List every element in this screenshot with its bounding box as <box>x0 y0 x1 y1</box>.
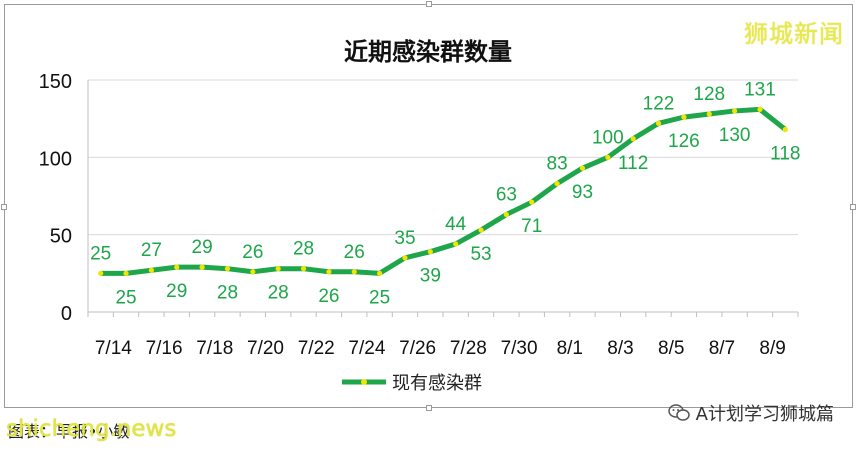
data-label: 118 <box>770 143 800 164</box>
data-point <box>377 270 383 276</box>
chart-title: 近期感染群数量 <box>344 38 512 66</box>
data-label: 39 <box>420 266 441 287</box>
data-point <box>224 266 231 272</box>
data-label: 28 <box>268 283 289 304</box>
data-point <box>782 126 788 133</box>
x-tick-label: 7/24 <box>348 338 385 359</box>
data-label: 28 <box>217 283 238 304</box>
data-label: 112 <box>618 153 648 174</box>
y-tick-label: 150 <box>39 71 72 93</box>
data-point <box>326 269 332 275</box>
data-point <box>351 269 357 275</box>
data-point <box>250 269 256 275</box>
series-line <box>100 106 787 276</box>
data-label: 44 <box>445 214 467 235</box>
data-point <box>503 211 509 218</box>
series-layer <box>98 106 788 276</box>
wechat-account: A计划学习狮城篇 <box>667 400 834 426</box>
chart-credit: 图表：早报•小敏 <box>8 422 130 441</box>
data-label: 25 <box>90 243 111 264</box>
resize-handle-top[interactable] <box>426 1 432 7</box>
x-axis: 7/14 7/16 7/18 7/20 7/22 7/24 7/26 7/28 7/30 8/1 8… <box>87 311 799 359</box>
data-label: 29 <box>192 237 213 258</box>
data-point <box>732 108 738 114</box>
data-point <box>123 270 129 276</box>
data-label: 26 <box>242 242 263 263</box>
data-label: 63 <box>496 185 517 206</box>
data-label: 128 <box>693 84 725 105</box>
wechat-account-name: A计划学习狮城篇 <box>695 404 834 425</box>
y-tick-label: 0 <box>61 303 72 325</box>
legend: 现有感染群 <box>342 373 482 394</box>
data-point <box>757 106 763 112</box>
y-tick-label: 50 <box>50 226 72 248</box>
data-point <box>655 120 662 126</box>
chart-frame <box>1 1 856 411</box>
data-point <box>402 255 408 261</box>
x-tick-label: 8/5 <box>658 338 684 359</box>
wechat-icon <box>667 404 690 421</box>
data-point <box>98 270 104 276</box>
site-watermark: shicheng.news <box>6 416 177 442</box>
data-label: 126 <box>668 131 700 152</box>
data-label: 83 <box>547 154 568 175</box>
x-tick-label: 8/1 <box>557 338 583 359</box>
data-point <box>148 267 154 273</box>
data-label: 27 <box>141 240 162 261</box>
data-label: 26 <box>318 286 339 307</box>
data-label: 35 <box>394 228 415 249</box>
data-label: 28 <box>293 239 314 260</box>
data-point <box>579 165 586 171</box>
data-point <box>174 264 180 270</box>
data-label: 71 <box>521 216 542 237</box>
data-label: 100 <box>592 127 624 148</box>
x-tick-label: 8/3 <box>607 338 633 359</box>
x-tick-label: 7/30 <box>501 338 538 359</box>
data-label: 53 <box>470 244 491 265</box>
data-point <box>275 266 281 272</box>
data-point <box>300 266 307 272</box>
data-point <box>554 181 560 187</box>
resize-handle-bottom[interactable] <box>426 405 432 411</box>
y-axis: 0 50 100 150 <box>39 71 89 325</box>
data-label: 26 <box>344 242 365 263</box>
x-tick-label: 8/9 <box>759 338 785 359</box>
data-label: 29 <box>166 281 187 302</box>
data-point <box>199 264 205 270</box>
data-point <box>605 154 611 160</box>
legend-marker <box>361 379 367 385</box>
data-point <box>706 111 712 117</box>
data-point <box>681 114 687 120</box>
resize-handle-right[interactable] <box>850 204 856 210</box>
data-label: 131 <box>744 79 776 100</box>
x-tick-label: 7/16 <box>146 338 183 359</box>
data-label: 25 <box>369 287 390 308</box>
data-label: 25 <box>115 287 136 308</box>
resize-handle-left[interactable] <box>1 204 7 210</box>
data-label: 130 <box>719 125 751 146</box>
data-label: 122 <box>643 93 675 114</box>
x-tick-label: 7/14 <box>95 338 132 359</box>
x-tick-label: 7/18 <box>196 338 233 359</box>
legend-label: 现有感染群 <box>392 373 482 394</box>
x-tick-label: 7/26 <box>399 338 436 359</box>
gridlines <box>88 79 798 236</box>
data-point <box>529 199 535 205</box>
data-point <box>453 241 459 247</box>
x-tick-label: 8/7 <box>709 338 735 359</box>
y-tick-label: 100 <box>39 148 72 170</box>
data-labels: 2525272929282628282626253539445363718393… <box>90 79 800 308</box>
data-point <box>630 136 636 142</box>
data-point <box>478 227 484 233</box>
data-point <box>427 249 433 255</box>
x-tick-label: 7/28 <box>450 338 487 359</box>
x-tick-label: 7/20 <box>247 338 284 359</box>
watermark-logo: 狮城新闻 <box>744 20 844 48</box>
x-tick-label: 7/22 <box>298 338 335 359</box>
data-label: 93 <box>572 182 593 203</box>
